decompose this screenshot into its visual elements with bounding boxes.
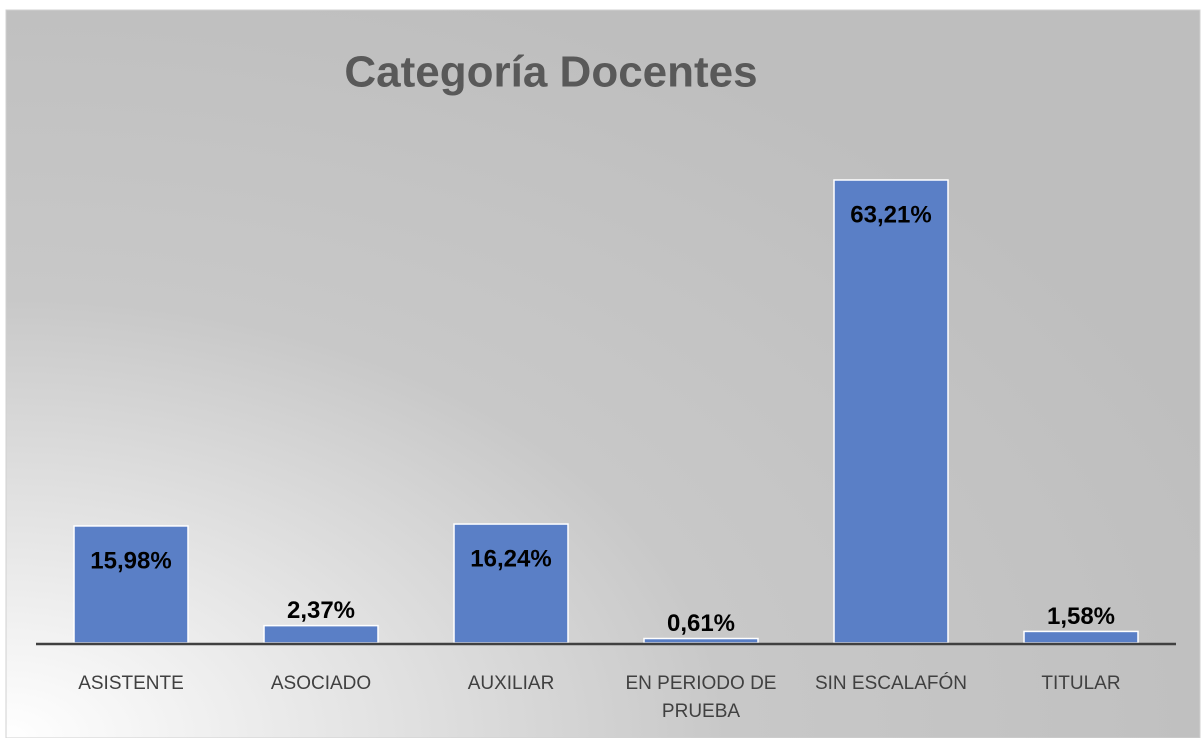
x-tick-label: TITULAR — [1041, 673, 1121, 694]
data-label: 63,21% — [850, 201, 931, 228]
chart-title: Categoría Docentes — [344, 48, 757, 97]
bar — [73, 525, 189, 644]
bar — [643, 637, 759, 644]
x-tick-label: SIN ESCALAFÓN — [814, 673, 968, 694]
data-label: 0,61% — [667, 610, 735, 637]
bar — [263, 624, 379, 644]
x-tick-label: EN PERIODO DE PRUEBA — [625, 673, 777, 722]
bar — [453, 523, 569, 644]
data-label: 2,37% — [287, 597, 355, 624]
x-tick-label: ASISTENTE — [78, 673, 184, 694]
x-tick-label: ASOCIADO — [270, 673, 372, 694]
data-label: 16,24% — [470, 545, 551, 572]
x-tick-label: AUXILIAR — [467, 673, 555, 694]
chart-background — [5, 9, 1201, 738]
data-label: 15,98% — [90, 547, 171, 574]
data-label: 1,58% — [1047, 603, 1115, 630]
bar — [833, 179, 949, 644]
bar — [1023, 630, 1139, 644]
